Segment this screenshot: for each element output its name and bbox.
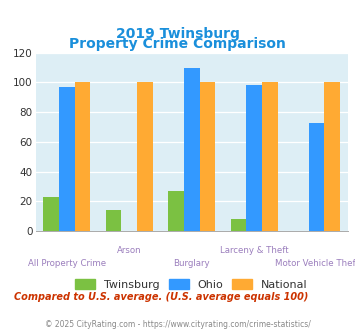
Text: Larceny & Theft: Larceny & Theft	[220, 246, 289, 255]
Bar	[168, 191, 184, 231]
Text: Motor Vehicle Theft: Motor Vehicle Theft	[275, 259, 355, 268]
Bar	[43, 197, 59, 231]
Bar	[184, 68, 200, 231]
Bar	[59, 87, 75, 231]
Bar	[137, 82, 153, 231]
Bar	[262, 82, 278, 231]
Text: Burglary: Burglary	[173, 259, 210, 268]
Text: All Property Crime: All Property Crime	[28, 259, 106, 268]
Bar	[75, 82, 90, 231]
Text: Property Crime Comparison: Property Crime Comparison	[69, 37, 286, 51]
Text: © 2025 CityRating.com - https://www.cityrating.com/crime-statistics/: © 2025 CityRating.com - https://www.city…	[45, 320, 310, 329]
Text: Arson: Arson	[117, 246, 142, 255]
Text: 2019 Twinsburg: 2019 Twinsburg	[116, 27, 239, 41]
Text: Compared to U.S. average. (U.S. average equals 100): Compared to U.S. average. (U.S. average …	[14, 292, 308, 302]
Bar	[200, 82, 215, 231]
Legend: Twinsburg, Ohio, National: Twinsburg, Ohio, National	[72, 276, 311, 293]
Bar	[231, 219, 246, 231]
Bar	[324, 82, 340, 231]
Bar	[106, 210, 121, 231]
Bar	[309, 122, 324, 231]
Bar	[246, 85, 262, 231]
